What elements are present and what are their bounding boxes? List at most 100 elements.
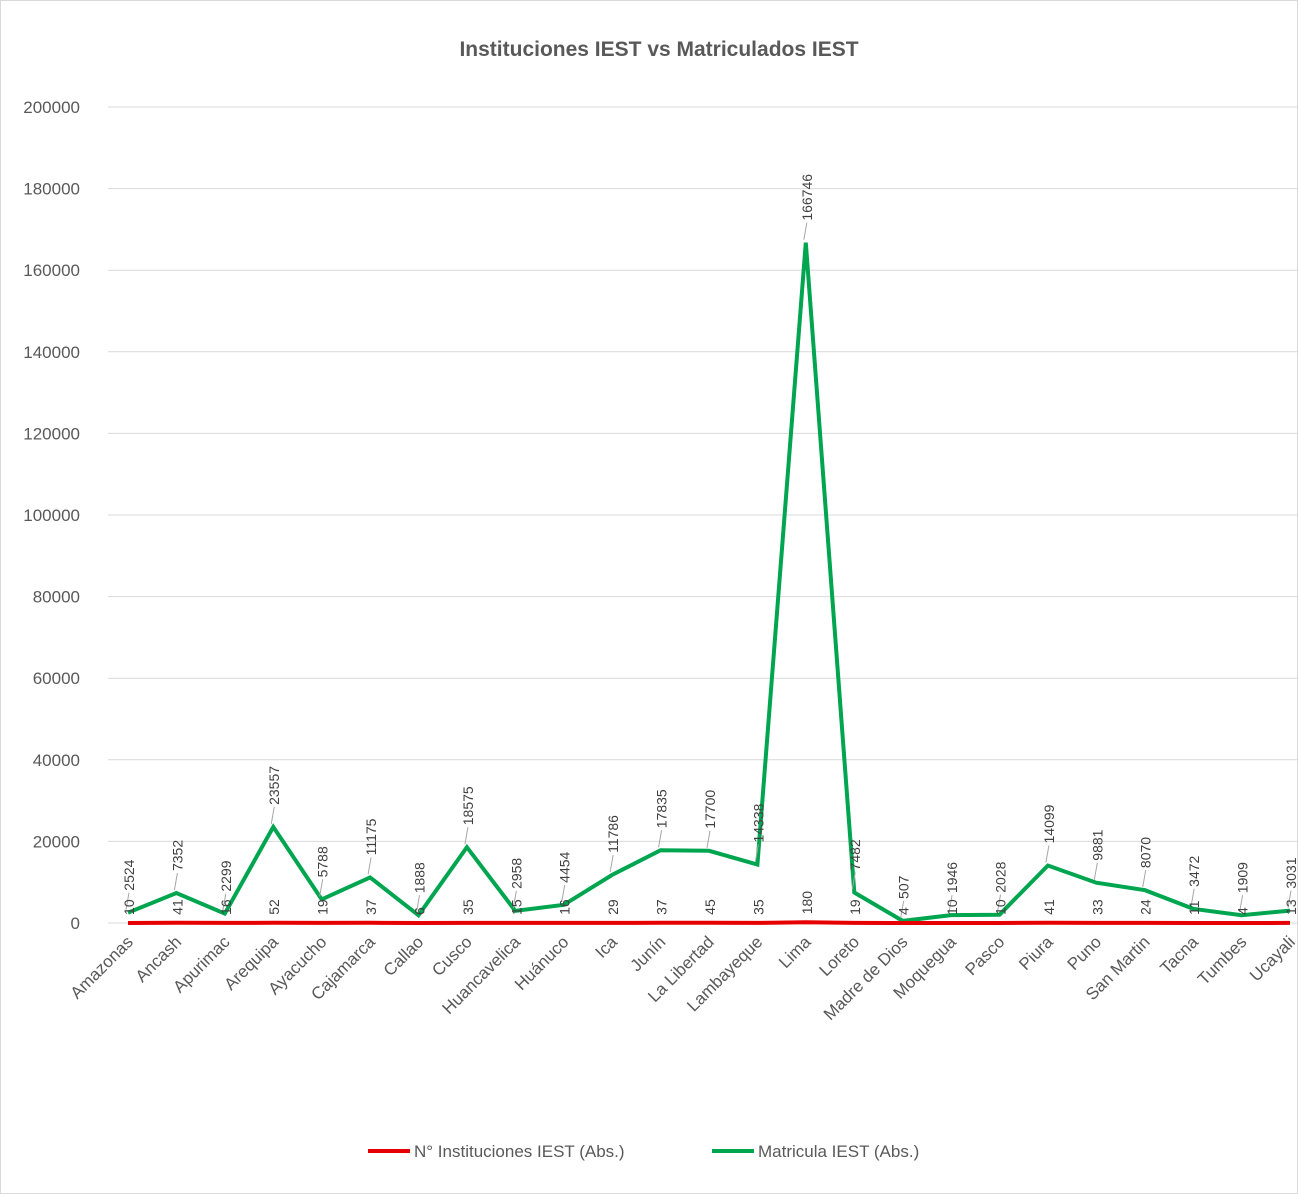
data-label-matricula: 18575: [460, 786, 476, 825]
y-tick-label: 20000: [33, 832, 80, 851]
legend: N° Instituciones IEST (Abs.) Matricula I…: [368, 1142, 919, 1161]
data-label-matricula: 3472: [1186, 855, 1202, 886]
data-label-instituciones: 41: [1041, 899, 1057, 915]
leader-line: [173, 872, 178, 891]
legend-label-matricula: Matricula IEST (Abs.): [758, 1142, 919, 1161]
leader-line: [222, 893, 227, 911]
y-tick-label: 120000: [23, 424, 80, 443]
leader-line: [270, 806, 275, 824]
data-label-matricula: 1888: [412, 862, 428, 893]
data-label-instituciones: 11: [1186, 900, 1202, 915]
data-label-instituciones: 4: [896, 907, 912, 915]
data-label-matricula: 14338: [750, 803, 766, 842]
y-tick-label: 80000: [33, 588, 80, 607]
data-label-instituciones: 15: [508, 899, 524, 915]
data-label-instituciones: 10: [993, 899, 1009, 915]
x-tick-label: Madre de Dios: [820, 932, 912, 1024]
data-label-matricula: 1946: [944, 862, 960, 893]
data-label-matricula: 507: [896, 875, 912, 899]
y-tick-label: 200000: [23, 98, 80, 117]
data-label-matricula: 23557: [266, 766, 282, 805]
series-line-instituciones: [127, 920, 1291, 926]
data-label-matricula: 14099: [1041, 804, 1057, 843]
data-label-matricula: 7352: [169, 840, 185, 871]
x-tick-label: Junín: [627, 932, 670, 975]
x-tick-label: Cusco: [428, 932, 476, 980]
leader-line: [803, 222, 808, 240]
data-label-matricula: 2958: [508, 858, 524, 889]
data-label-matricula: 11786: [605, 815, 621, 853]
y-tick-label: 0: [71, 914, 80, 933]
x-tick-label: Lima: [775, 932, 815, 972]
data-label-instituciones: 10: [944, 899, 960, 915]
x-tick-label: Huánuco: [511, 932, 573, 994]
data-label-instituciones: 37: [654, 899, 670, 915]
data-label-matricula: 17835: [654, 789, 670, 828]
y-tick-label: 160000: [23, 261, 80, 280]
leader-line: [609, 854, 614, 873]
leader-line: [997, 894, 1001, 912]
y-tick-label: 180000: [23, 180, 80, 199]
data-label-instituciones: 37: [363, 899, 379, 915]
data-label-instituciones: 4: [1235, 907, 1251, 915]
leader-line: [512, 890, 517, 909]
data-label-instituciones: 180: [799, 891, 815, 915]
data-label-matricula: 1909: [1235, 862, 1251, 893]
y-tick-label: 60000: [33, 669, 80, 688]
leader-line: [1093, 862, 1098, 880]
leader-line: [706, 830, 711, 848]
data-label-matricula: 5788: [315, 846, 331, 877]
leader-line: [851, 872, 856, 890]
data-label-instituciones: 24: [1138, 899, 1154, 915]
leader-line: [658, 830, 663, 848]
series-line-matricula: [127, 242, 1291, 923]
data-label-instituciones: 41: [169, 899, 185, 915]
data-label-instituciones: 29: [605, 899, 621, 915]
x-tick-label: Pasco: [961, 932, 1008, 979]
x-tick-label: Ica: [592, 932, 622, 962]
x-tick-label: Puno: [1064, 932, 1106, 974]
chart-title: Instituciones IEST vs Matriculados IEST: [459, 38, 858, 61]
x-tick-label: Ucayali: [1246, 932, 1298, 985]
leader-line: [367, 857, 372, 875]
data-label-instituciones: 6: [412, 907, 428, 915]
x-tick-label: Piura: [1015, 932, 1057, 974]
y-tick-label: 100000: [23, 506, 80, 525]
data-label-instituciones: 45: [702, 899, 718, 915]
x-tick-label: Tumbes: [1194, 932, 1250, 988]
data-label-matricula: 11175: [363, 818, 379, 855]
x-tick-label: Callao: [380, 932, 428, 980]
data-label-matricula: 2028: [993, 861, 1009, 892]
data-label-matricula: 9881: [1089, 829, 1105, 860]
leader-line: [1142, 869, 1147, 888]
data-label-instituciones: 16: [218, 899, 234, 915]
x-tick-label: Tacna: [1156, 932, 1202, 978]
leader-line: [561, 884, 566, 902]
data-label-matricula: 2524: [121, 859, 137, 890]
data-label-matricula: 7482: [847, 839, 863, 870]
data-label-instituciones: 35: [750, 899, 766, 915]
y-tick-label: 140000: [23, 343, 80, 362]
leader-line: [948, 894, 953, 913]
data-label-matricula: 4454: [557, 851, 573, 882]
x-tick-label: Amazonas: [67, 932, 137, 1002]
leader-line: [754, 844, 759, 862]
data-label-instituciones: 35: [460, 899, 476, 915]
leader-line: [900, 900, 905, 919]
leader-line: [1239, 895, 1244, 913]
data-label-matricula: 166746: [799, 174, 815, 221]
data-label-instituciones: 13: [1283, 899, 1298, 915]
series-lines: [127, 242, 1291, 926]
data-label-matricula: 2299: [218, 860, 234, 891]
y-axis: 0 20000 40000 60000 80000 100000 120000 140000 1…: [23, 98, 80, 933]
leader-line: [416, 895, 420, 913]
data-label-instituciones: 19: [847, 899, 863, 915]
data-label-matricula: 3031: [1283, 857, 1298, 888]
leader-line: [1045, 845, 1050, 863]
data-label-instituciones: 52: [266, 899, 282, 915]
data-label-instituciones: 19: [315, 899, 331, 915]
data-label-matricula: 8070: [1138, 837, 1154, 868]
data-labels: 2524 7352 2299 23557 5788 11175 1888 18575 2958 4…: [121, 174, 1298, 919]
x-tick-label: Loreto: [816, 932, 864, 980]
